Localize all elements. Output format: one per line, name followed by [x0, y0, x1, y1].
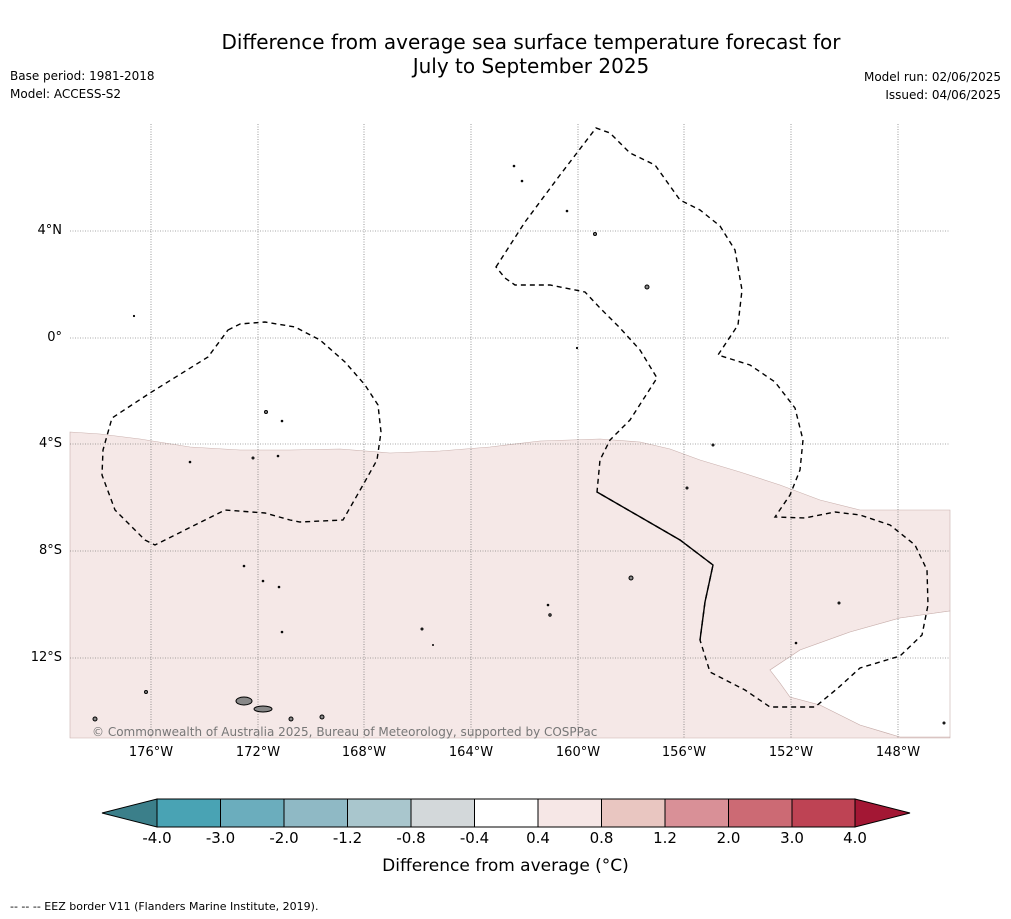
colorbar-under-extension: [101, 798, 158, 828]
lon-label-148w: 148°W: [875, 745, 921, 760]
colorbar-tick: -1.2: [332, 829, 363, 847]
colorbar-tick: -0.8: [396, 829, 426, 847]
colorbar-bin: [410, 798, 475, 828]
colorbar-bin: [728, 798, 793, 828]
meta-left: Base period: 1981-2018 Model: ACCESS-S2: [10, 67, 155, 103]
colorbar-bin: [537, 798, 602, 828]
lon-label-152w: 152°W: [768, 745, 814, 760]
eez-footnote: -- -- -- EEZ border V11 (Flanders Marine…: [10, 900, 319, 913]
eez-border-kiribati-phoenix: [101, 321, 382, 546]
colorbar-tick: -0.4: [459, 829, 490, 847]
colorbar-tick: 1.2: [653, 829, 677, 847]
colorbar-tick: -3.0: [205, 829, 236, 847]
colorbar-bin: [283, 798, 348, 828]
issued-date: Issued: 04/06/2025: [885, 88, 1001, 102]
lat-label-12s: 12°S: [30, 650, 62, 665]
model-run: Model run: 02/06/2025: [863, 70, 1001, 84]
colorbar-tick: 3.0: [780, 829, 804, 847]
colorbar-bin: [220, 798, 285, 828]
colorbar-bin: [347, 798, 412, 828]
map-title-line2: July to September 2025: [412, 54, 650, 78]
colorbar-over-extension: [854, 798, 911, 828]
map-title-line1: Difference from average sea surface temp…: [221, 30, 841, 54]
colorbar-bin: [156, 798, 221, 828]
copyright-notice: © Commonwealth of Australia 2025, Bureau…: [92, 725, 598, 739]
eez-border-solid-segment: [596, 491, 714, 641]
meta-right: Model run: 02/06/2025 Issued: 04/06/2025: [864, 68, 1001, 104]
model-name: Model: ACCESS-S2: [10, 87, 122, 101]
colorbar-bin: [474, 798, 539, 828]
colorbar-tick: 0.8: [589, 829, 614, 847]
colorbar-tick: 0.4: [526, 829, 550, 847]
colorbar-tick: 4.0: [843, 829, 867, 847]
islands: [92, 164, 946, 725]
neutral-pocket: [769, 610, 951, 738]
colorbar-title: Difference from average (°C): [382, 856, 629, 876]
graticule: [70, 124, 950, 738]
colorbar-bin: [664, 798, 729, 828]
colorbar-bin: [601, 798, 666, 828]
lon-label-176w: 176°W: [128, 745, 174, 760]
lat-label-4s: 4°S: [38, 436, 62, 451]
map-title: Difference from average sea surface temp…: [0, 30, 1011, 78]
lon-label-160w: 160°W: [555, 745, 601, 760]
colorbar-bin: [791, 798, 856, 828]
eez-borders: [101, 127, 929, 708]
lat-label-4n: 4°N: [37, 223, 63, 238]
colorbar-tick: -2.0: [269, 829, 299, 847]
colorbar-tick: 2.0: [716, 829, 741, 847]
lon-label-172w: 172°W: [235, 745, 281, 760]
eez-border-kiribati-line: [495, 127, 929, 708]
lat-label-8s: 8°S: [38, 543, 62, 558]
lat-label-0: 0°: [47, 330, 62, 345]
base-period: Base period: 1981-2018: [10, 69, 155, 83]
lon-label-168w: 168°W: [341, 745, 387, 760]
colorbar: [101, 798, 911, 828]
lon-label-156w: 156°W: [661, 745, 707, 760]
lon-label-164w: 164°W: [448, 745, 494, 760]
colorbar-tick: -4.0: [142, 829, 172, 847]
